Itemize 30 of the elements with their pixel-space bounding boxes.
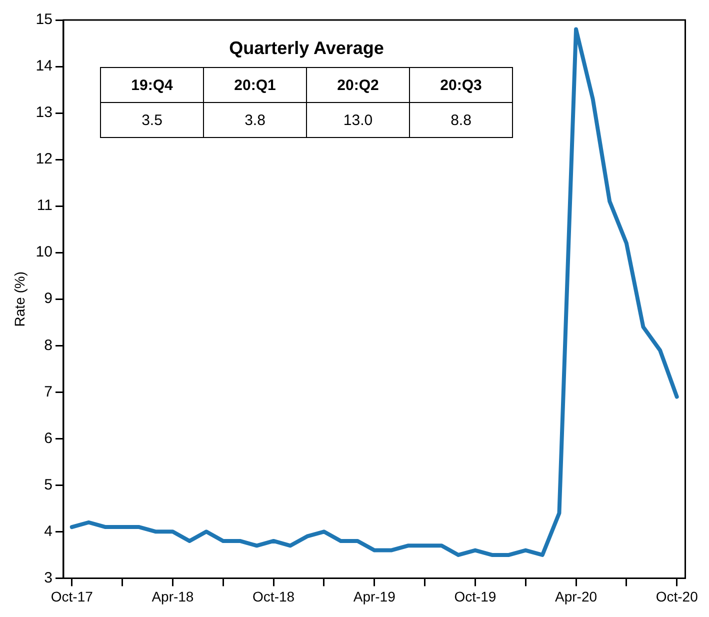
y-tick-label: 8: [44, 336, 52, 354]
annotation: 3.8: [204, 102, 306, 138]
annotation: 13.0: [306, 102, 410, 138]
annotation: 3.5: [100, 102, 204, 138]
x-tick-label: Apr-19: [353, 588, 396, 604]
y-tick-label: 3: [44, 569, 52, 586]
y-tick-label: 15: [36, 11, 52, 28]
y-tick-label: 4: [44, 522, 52, 540]
y-tick-label: 10: [36, 244, 52, 261]
x-tick-label: Apr-18: [152, 588, 194, 604]
x-tick-label: Oct-19: [454, 588, 496, 604]
annotation: Quarterly Average: [228, 38, 385, 59]
y-tick-label: 12: [36, 150, 52, 168]
y-tick-label: 14: [36, 58, 52, 75]
y-tick-label: 5: [44, 476, 52, 494]
x-tick-label: Oct-18: [252, 588, 295, 604]
annotation: 20:Q3: [410, 68, 512, 102]
annotation: 19:Q4: [100, 68, 204, 102]
x-tick-label: Apr-20: [555, 588, 598, 604]
y-tick-label: 9: [44, 290, 52, 308]
y-tick-label: 11: [36, 197, 52, 214]
y-tick-label: 6: [44, 430, 52, 447]
annotation: 20:Q2: [306, 68, 410, 102]
x-tick-label: Oct-17: [50, 588, 94, 604]
x-tick-label: Oct-20: [656, 588, 698, 604]
y-tick-label: 7: [44, 383, 52, 400]
y-axis-title: Rate (%): [11, 271, 28, 327]
annotation: 20:Q1: [204, 68, 306, 102]
annotation: 8.8: [410, 102, 512, 138]
y-tick-label: 13: [36, 104, 52, 122]
